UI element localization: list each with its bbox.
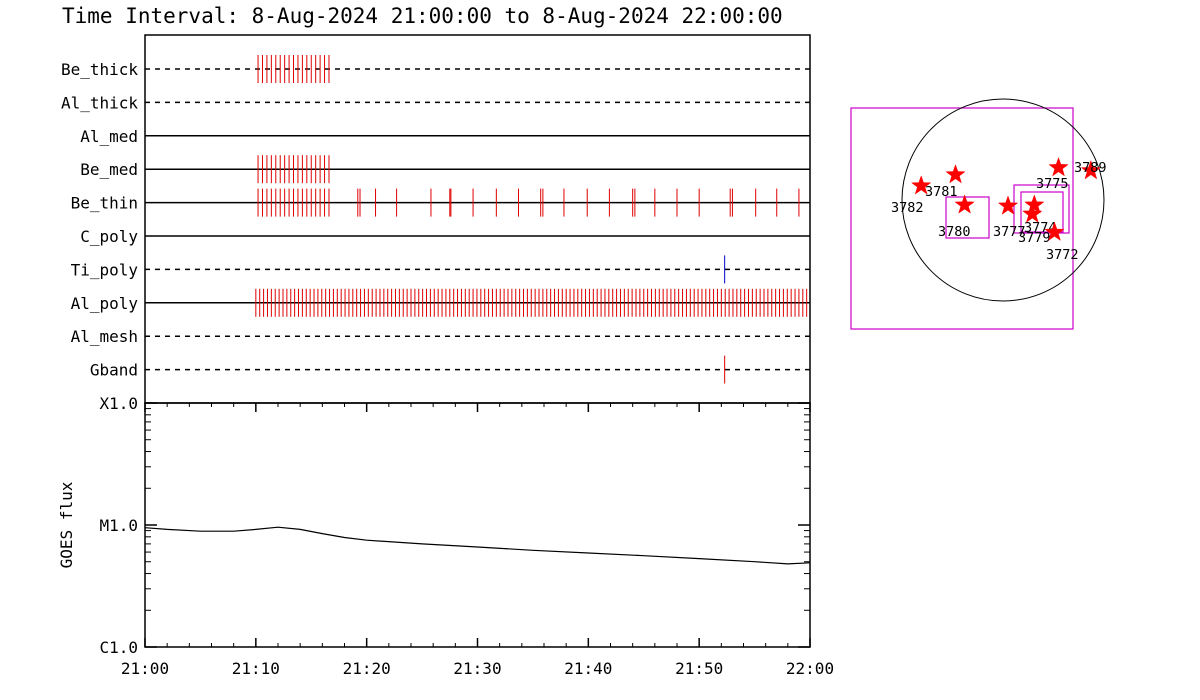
x-tick-label: 21:30 (453, 659, 501, 678)
region-star (954, 194, 975, 214)
x-tick-label: 21:10 (232, 659, 280, 678)
goes-panel: 21:00 21:10 21:20 21:30 21:40 21:50 22:00 X1.0 M… (57, 394, 834, 678)
region-label: 3782 (891, 200, 924, 216)
channel-label: Ti_poly (71, 260, 139, 279)
region-label: 3779 (1018, 230, 1051, 246)
channel-label: Be_thick (61, 60, 138, 79)
solar-disk (901, 98, 1105, 302)
fov-box-3 (1020, 191, 1064, 233)
x-tick-label: 21:40 (564, 659, 612, 678)
fov-box-2 (1013, 184, 1070, 234)
region-label: 3781 (925, 184, 958, 200)
region-star (1044, 221, 1065, 242)
region-star (1024, 194, 1045, 214)
channel-rows: Be_thick Al_thick Al_med Be_med Be_thin C_pol… (61, 55, 810, 384)
region-label: 3772 (1046, 247, 1079, 263)
region-star (1080, 159, 1102, 180)
timeline-panel: Be_thick Al_thick Al_med Be_med Be_thin C_pol… (61, 34, 811, 404)
region-star (997, 195, 1019, 215)
region-star (945, 164, 966, 184)
x-tick-label: 21:00 (121, 659, 169, 678)
region-star (1022, 203, 1043, 223)
channel-label: Al_thick (61, 93, 138, 112)
channel-label: Gband (90, 361, 138, 380)
channel-label: Be_med (80, 160, 138, 179)
y-tick-label: M1.0 (99, 516, 138, 535)
y-tick-label: X1.0 (99, 394, 138, 413)
goes-flux-line (144, 526, 811, 565)
x-tick-label: 21:50 (675, 659, 723, 678)
x-tick-label: 22:00 (786, 659, 834, 678)
region-star (1048, 156, 1069, 177)
region-star (910, 175, 932, 195)
goes-axes: 21:00 21:10 21:20 21:30 21:40 21:50 22:00 X1.0 M… (99, 394, 834, 678)
fov-outer-box (850, 107, 1074, 330)
y-tick-label: C1.0 (99, 638, 138, 657)
goes-frame (144, 402, 811, 648)
x-tick-label: 21:20 (343, 659, 391, 678)
page-title: Time Interval: 8-Aug-2024 21:00:00 to 8-… (62, 4, 783, 28)
region-label: 3789 (1074, 160, 1107, 176)
region-label: 3780 (938, 224, 971, 240)
channel-label: Al_mesh (71, 327, 138, 346)
channel-label: C_poly (80, 227, 138, 246)
region-label: 3775 (1036, 176, 1069, 192)
channel-label: Be_thin (71, 194, 138, 213)
channel-label: Al_poly (71, 294, 139, 313)
y-axis-label: GOES flux (57, 481, 76, 568)
fov-box-1 (945, 196, 990, 239)
region-label: 3777 (993, 224, 1026, 240)
channel-label: Al_med (80, 127, 138, 146)
timeline-frame (144, 34, 811, 404)
